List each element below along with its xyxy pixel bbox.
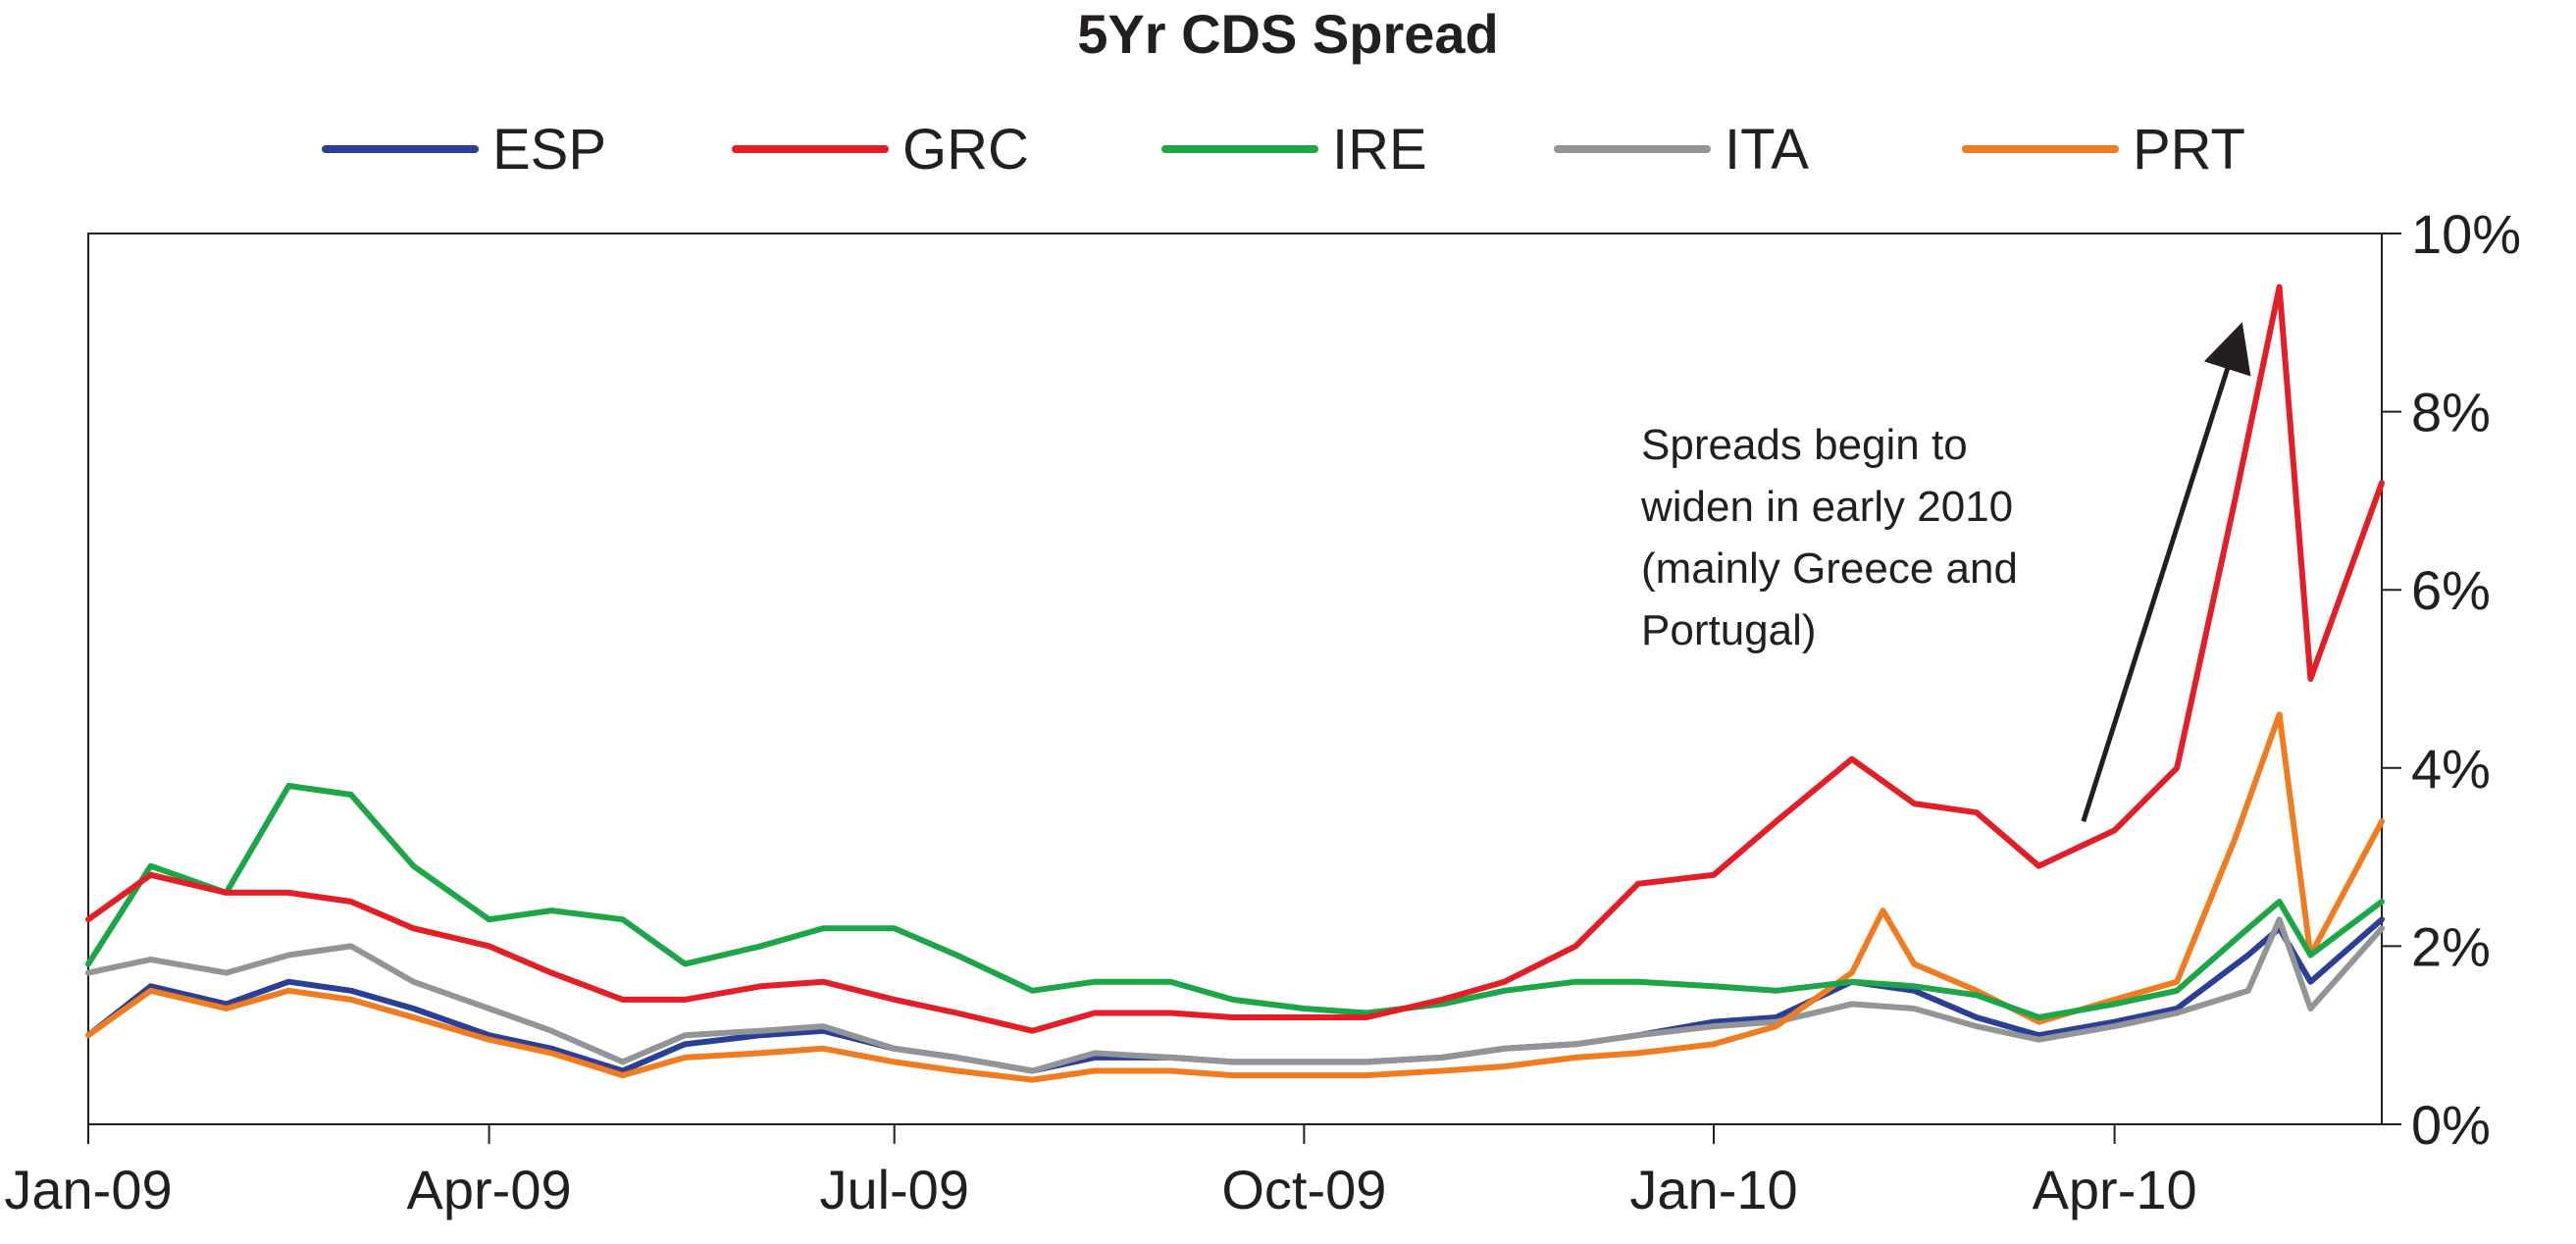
x-tick-label: Oct-09 bbox=[1221, 1159, 1386, 1220]
legend-label-prt: PRT bbox=[2133, 117, 2245, 181]
series-line-esp bbox=[85, 916, 2385, 1074]
legend-label-ita: ITA bbox=[1725, 117, 1809, 181]
y-tick-label: 0% bbox=[2411, 1094, 2491, 1156]
legend-item-grc: GRC bbox=[732, 117, 1029, 181]
annotation-text-line: Portugal) bbox=[1641, 606, 1817, 654]
legend-label-grc: GRC bbox=[902, 117, 1029, 181]
legend-swatch-ita bbox=[1554, 145, 1711, 153]
legend-swatch-prt bbox=[1962, 145, 2119, 153]
series-line-grc bbox=[85, 284, 2385, 1034]
legend-swatch-grc bbox=[732, 145, 889, 153]
chart-title: 5Yr CDS Spread bbox=[1077, 3, 1499, 65]
legend-swatch-esp bbox=[322, 145, 479, 153]
legend: ESP GRC IRE ITA PRT bbox=[0, 117, 2576, 181]
x-tick-label: Jan-09 bbox=[4, 1159, 172, 1220]
legend-label-ire: IRE bbox=[1332, 117, 1427, 181]
y-tick-label: 10% bbox=[2411, 203, 2521, 265]
x-tick-label: Apr-10 bbox=[2033, 1159, 2197, 1220]
x-tick-label: Apr-09 bbox=[407, 1159, 572, 1220]
legend-item-ire: IRE bbox=[1161, 117, 1427, 181]
legend-item-prt: PRT bbox=[1962, 117, 2245, 181]
annotation-text-line: (mainly Greece and bbox=[1641, 544, 2018, 593]
y-tick-label: 8% bbox=[2411, 382, 2491, 443]
annotation-arrow bbox=[2081, 322, 2251, 823]
plot-frame bbox=[87, 233, 2383, 1125]
series-line-prt bbox=[85, 711, 2385, 1083]
x-tick-label: Jul-09 bbox=[819, 1159, 969, 1220]
series-line-ire bbox=[85, 783, 2385, 1020]
annotation-text-line: widen in early 2010 bbox=[1640, 483, 2013, 531]
x-tick-label: Jan-10 bbox=[1629, 1159, 1797, 1220]
y-tick-label: 4% bbox=[2411, 738, 2491, 800]
series-line-ita bbox=[85, 916, 2385, 1074]
legend-label-esp: ESP bbox=[492, 117, 607, 181]
legend-item-ita: ITA bbox=[1554, 117, 1809, 181]
legend-swatch-ire bbox=[1161, 145, 1318, 153]
y-tick-label: 6% bbox=[2411, 559, 2491, 621]
y-tick-label: 2% bbox=[2411, 915, 2491, 977]
annotation-text-line: Spreads begin to bbox=[1641, 421, 1968, 469]
legend-item-esp: ESP bbox=[322, 117, 607, 181]
